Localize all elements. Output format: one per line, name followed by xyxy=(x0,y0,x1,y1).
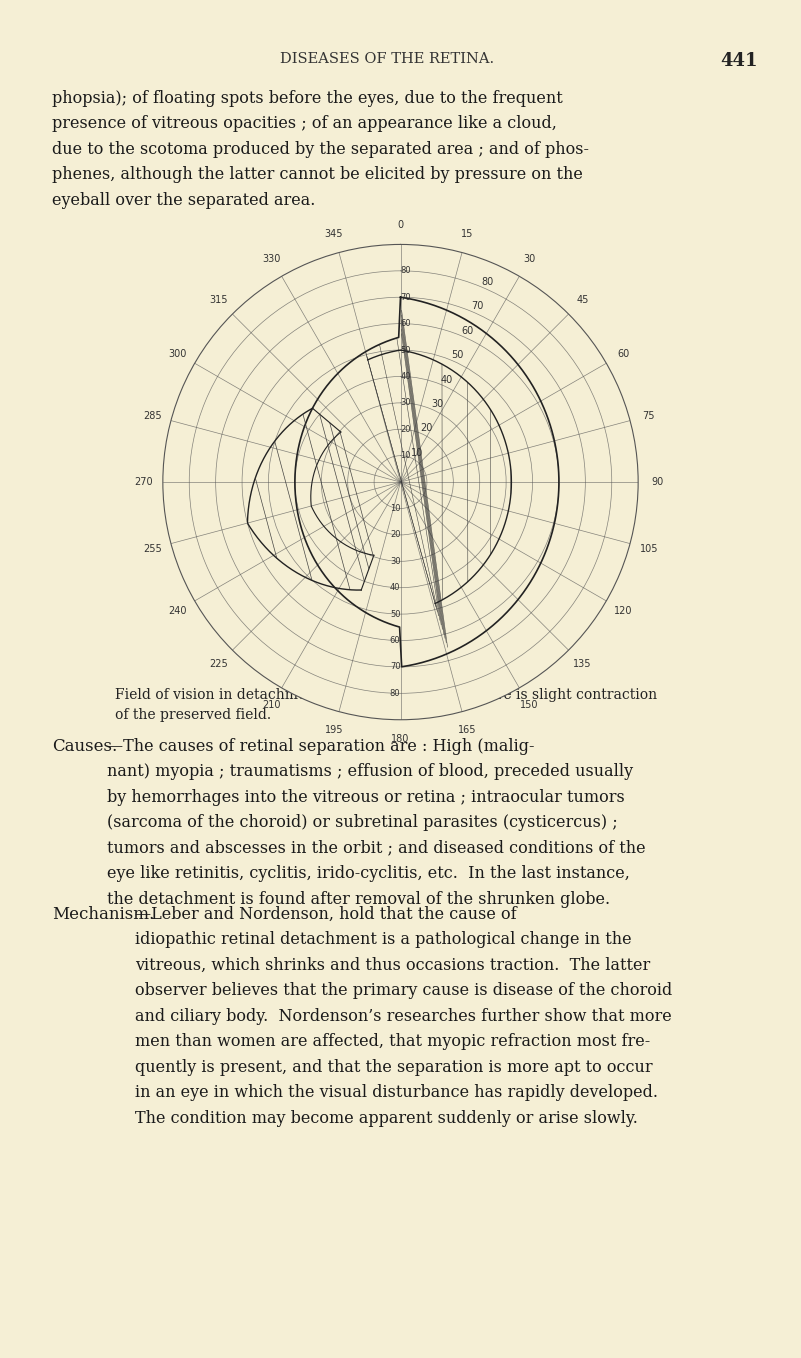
Text: 80: 80 xyxy=(400,266,411,276)
Text: 20: 20 xyxy=(400,425,411,433)
Text: 20: 20 xyxy=(390,531,400,539)
Text: —Leber and Nordenson, hold that the cause of
idiopathic retinal detachment is a : —Leber and Nordenson, hold that the caus… xyxy=(135,906,672,1127)
Text: 30: 30 xyxy=(400,398,411,407)
Text: 70: 70 xyxy=(400,293,411,301)
Text: 80: 80 xyxy=(390,689,400,698)
Text: 40: 40 xyxy=(400,372,411,382)
Text: Field of vision in detachment of the retina below.  There is slight contraction
: Field of vision in detachment of the ret… xyxy=(115,689,657,721)
Text: phopsia); of floating spots before the eyes, due to the frequent
presence of vit: phopsia); of floating spots before the e… xyxy=(52,90,589,209)
Text: 60: 60 xyxy=(400,319,411,329)
Text: 50: 50 xyxy=(400,345,411,354)
Text: —The causes of retinal separation are : High (malig-
nant) myopia ; traumatisms : —The causes of retinal separation are : … xyxy=(107,737,646,907)
Text: Fig. 128.: Fig. 128. xyxy=(310,270,379,284)
Text: 40: 40 xyxy=(390,583,400,592)
Text: 441: 441 xyxy=(720,52,758,71)
Text: Causes.: Causes. xyxy=(52,737,117,755)
Text: 70: 70 xyxy=(390,663,400,671)
Text: 10: 10 xyxy=(400,451,411,460)
Text: 10: 10 xyxy=(390,504,400,513)
Text: DISEASES OF THE RETINA.: DISEASES OF THE RETINA. xyxy=(280,52,494,67)
Text: Mechanism.: Mechanism. xyxy=(52,906,155,923)
Text: 60: 60 xyxy=(390,636,400,645)
Text: 50: 50 xyxy=(390,610,400,619)
Text: 30: 30 xyxy=(390,557,400,566)
